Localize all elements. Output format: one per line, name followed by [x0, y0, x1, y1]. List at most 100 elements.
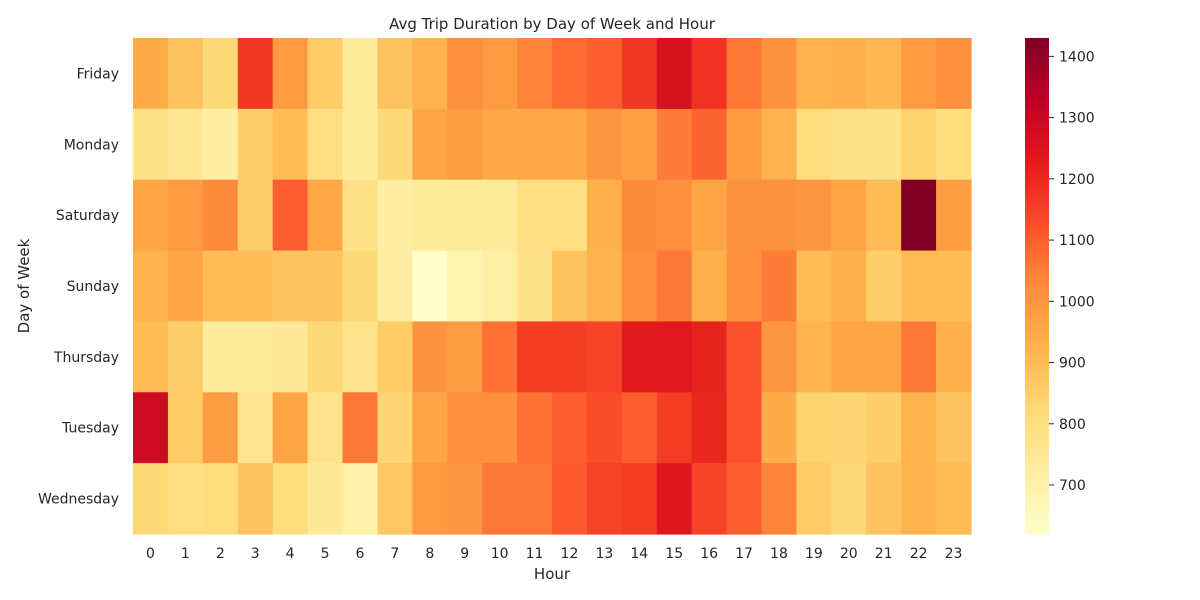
heatmap-cell-saturday-7	[377, 179, 413, 252]
colorbar-tick-label: 900	[1059, 356, 1086, 372]
heatmap-cell-friday-12	[552, 38, 588, 110]
heatmap-cell-thursday-9	[447, 321, 483, 393]
colorbar	[1025, 38, 1049, 534]
heatmap-cell-sunday-3	[237, 250, 274, 323]
x-tick-label: 22	[910, 546, 928, 562]
heatmap-cell-thursday-16	[691, 321, 728, 393]
heatmap-cell-monday-3	[237, 108, 274, 181]
y-axis-label: Day of Week	[15, 238, 33, 333]
heatmap-cell-friday-17	[726, 38, 763, 110]
heatmap-cell-wednesday-5	[307, 463, 344, 535]
heatmap-cell-monday-17	[726, 108, 763, 181]
colorbar-tick-labels: 700 800 900 1000 1100 1200 1300 1400	[1049, 49, 1095, 494]
heatmap-cell-saturday-5	[307, 179, 344, 252]
heatmap-cell-thursday-11	[517, 321, 553, 393]
heatmap-cell-wednesday-22	[901, 463, 937, 535]
heatmap-cell-wednesday-13	[586, 463, 623, 535]
heatmap-cell-monday-23	[936, 108, 972, 181]
heatmap-cell-friday-15	[656, 38, 693, 110]
heatmap-cell-thursday-19	[796, 321, 832, 393]
heatmap-cell-saturday-10	[482, 179, 518, 252]
heatmap-cell-thursday-20	[831, 321, 867, 393]
heatmap-cell-sunday-18	[761, 250, 798, 323]
heatmap-cell-saturday-13	[586, 179, 623, 252]
y-tick-label: Wednesday	[38, 492, 119, 508]
heatmap-cell-monday-20	[831, 108, 867, 181]
heatmap-cell-sunday-12	[552, 250, 588, 323]
heatmap-cell-wednesday-20	[831, 463, 867, 535]
heatmap-cell-saturday-9	[447, 179, 483, 252]
x-tick-label: 18	[770, 546, 788, 562]
heatmap-cells	[133, 38, 972, 535]
heatmap-cell-tuesday-22	[901, 392, 937, 464]
heatmap-cell-tuesday-13	[586, 392, 623, 464]
y-tick-label: Saturday	[56, 208, 119, 224]
heatmap-cell-friday-6	[342, 38, 379, 110]
x-tick-label: 0	[146, 546, 155, 562]
heatmap-cell-sunday-4	[272, 250, 309, 323]
heatmap-cell-monday-4	[272, 108, 309, 181]
x-tick-label: 4	[286, 546, 295, 562]
x-tick-label: 10	[491, 546, 509, 562]
heatmap-cell-thursday-23	[936, 321, 972, 393]
x-tick-label: 9	[460, 546, 469, 562]
x-tick-label: 2	[216, 546, 225, 562]
heatmap-cell-friday-14	[621, 38, 658, 110]
x-tick-label: 20	[840, 546, 858, 562]
heatmap-cell-wednesday-12	[552, 463, 588, 535]
heatmap-cell-sunday-1	[167, 250, 204, 323]
colorbar-tick-label: 700	[1059, 478, 1086, 494]
heatmap-cell-saturday-12	[552, 179, 588, 252]
x-tick-label: 11	[526, 546, 544, 562]
heatmap-cell-friday-18	[761, 38, 798, 110]
heatmap-cell-sunday-16	[691, 250, 728, 323]
heatmap-cell-thursday-15	[656, 321, 693, 393]
colorbar-tick-label: 1200	[1059, 172, 1095, 188]
heatmap-cell-saturday-4	[272, 179, 309, 252]
x-tick-label: 16	[700, 546, 718, 562]
x-tick-label: 12	[561, 546, 579, 562]
heatmap-cell-tuesday-19	[796, 392, 832, 464]
heatmap-cell-thursday-7	[377, 321, 413, 393]
heatmap-cell-thursday-5	[307, 321, 344, 393]
heatmap-cell-thursday-0	[133, 321, 169, 393]
heatmap-cell-sunday-17	[726, 250, 763, 323]
heatmap-cell-friday-11	[517, 38, 553, 110]
colorbar-tick-label: 1400	[1059, 49, 1095, 65]
heatmap-cell-thursday-12	[552, 321, 588, 393]
heatmap-cell-friday-8	[412, 38, 448, 110]
x-tick-label: 23	[945, 546, 963, 562]
heatmap-cell-monday-5	[307, 108, 344, 181]
heatmap-cell-monday-0	[133, 108, 169, 181]
y-tick-label: Friday	[77, 66, 119, 82]
heatmap-cell-wednesday-7	[377, 463, 413, 535]
heatmap-cell-friday-2	[202, 38, 239, 110]
x-tick-label: 19	[805, 546, 823, 562]
heatmap-cell-wednesday-3	[237, 463, 274, 535]
x-tick-label: 14	[630, 546, 648, 562]
y-tick-label: Tuesday	[61, 421, 119, 437]
heatmap-cell-monday-10	[482, 108, 518, 181]
heatmap-cell-sunday-5	[307, 250, 344, 323]
x-tick-label: 13	[595, 546, 613, 562]
heatmap-cell-tuesday-14	[621, 392, 658, 464]
heatmap-cell-thursday-17	[726, 321, 763, 393]
heatmap-cell-sunday-21	[866, 250, 902, 323]
heatmap-cell-thursday-10	[482, 321, 518, 393]
heatmap-cell-tuesday-0	[133, 392, 169, 464]
heatmap-cell-tuesday-20	[831, 392, 867, 464]
heatmap-cell-tuesday-17	[726, 392, 763, 464]
heatmap-cell-friday-0	[133, 38, 169, 110]
y-tick-label: Thursday	[53, 350, 119, 366]
heatmap-cell-tuesday-9	[447, 392, 483, 464]
heatmap-cell-friday-4	[272, 38, 309, 110]
heatmap-cell-monday-19	[796, 108, 832, 181]
heatmap-cell-friday-13	[586, 38, 623, 110]
heatmap-cell-saturday-19	[796, 179, 832, 252]
heatmap-cell-friday-7	[377, 38, 413, 110]
heatmap-cell-tuesday-23	[936, 392, 972, 464]
heatmap-cell-saturday-1	[167, 179, 204, 252]
heatmap-cell-sunday-13	[586, 250, 623, 323]
chart-title: Avg Trip Duration by Day of Week and Hou…	[389, 15, 716, 33]
